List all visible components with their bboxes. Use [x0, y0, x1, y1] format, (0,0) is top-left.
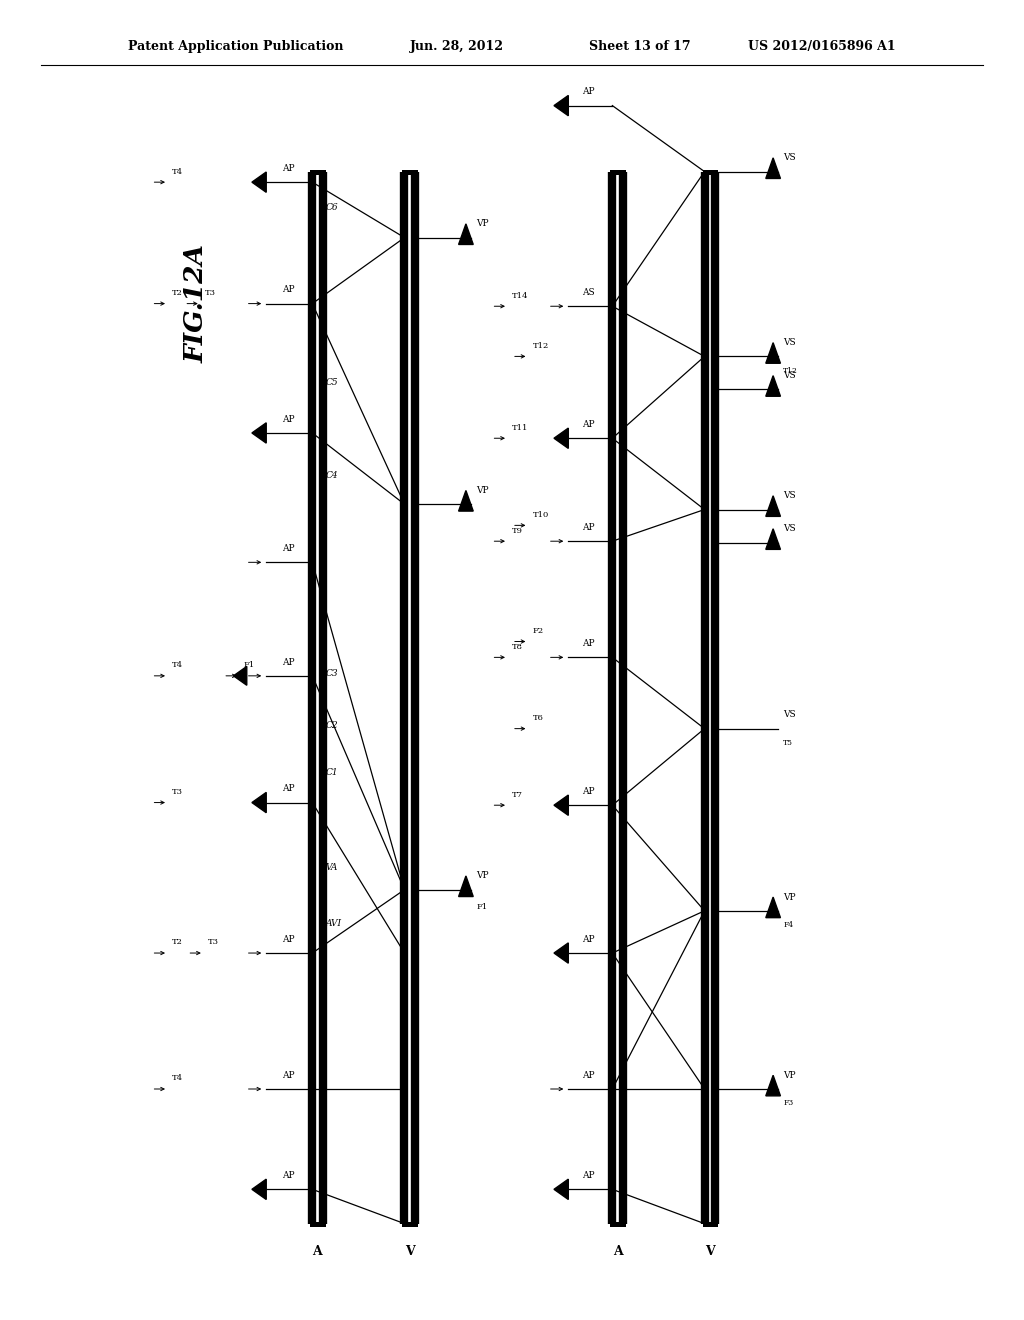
Text: VS: VS — [783, 524, 796, 533]
Polygon shape — [252, 792, 266, 813]
Text: Sheet 13 of 17: Sheet 13 of 17 — [589, 40, 690, 53]
Text: VP: VP — [476, 486, 488, 495]
Polygon shape — [766, 529, 780, 549]
Text: T4: T4 — [172, 661, 183, 669]
Text: T6: T6 — [532, 714, 544, 722]
Text: T12: T12 — [532, 342, 549, 350]
Text: F3: F3 — [783, 1100, 794, 1107]
Text: AP: AP — [582, 787, 594, 796]
Text: T7: T7 — [512, 791, 523, 799]
Text: AP: AP — [582, 935, 594, 944]
Polygon shape — [459, 224, 473, 244]
Text: C6: C6 — [326, 203, 338, 211]
Text: AP: AP — [582, 1071, 594, 1080]
Text: C5: C5 — [326, 379, 338, 387]
Polygon shape — [766, 1076, 780, 1096]
Text: VP: VP — [783, 1071, 796, 1080]
Polygon shape — [459, 491, 473, 511]
Polygon shape — [554, 1179, 568, 1200]
Text: AP: AP — [582, 420, 594, 429]
Text: F1: F1 — [244, 661, 255, 669]
Text: T4: T4 — [172, 168, 183, 176]
Text: T14: T14 — [512, 292, 528, 300]
Polygon shape — [252, 422, 266, 444]
Polygon shape — [252, 172, 266, 193]
Text: V: V — [404, 1245, 415, 1258]
Text: Patent Application Publication: Patent Application Publication — [128, 40, 343, 53]
Text: VS: VS — [783, 710, 796, 719]
Text: AP: AP — [282, 935, 294, 944]
Text: F4: F4 — [783, 921, 794, 929]
Text: AP: AP — [282, 1071, 294, 1080]
Polygon shape — [554, 428, 568, 449]
Polygon shape — [554, 942, 568, 964]
Text: AP: AP — [282, 657, 294, 667]
Text: T2: T2 — [172, 939, 183, 946]
Text: AP: AP — [582, 1171, 594, 1180]
Text: Jun. 28, 2012: Jun. 28, 2012 — [410, 40, 504, 53]
Text: T3: T3 — [208, 939, 219, 946]
Text: AP: AP — [282, 544, 294, 553]
Text: AP: AP — [282, 164, 294, 173]
Polygon shape — [554, 795, 568, 816]
Text: AP: AP — [582, 523, 594, 532]
Text: F2: F2 — [532, 627, 544, 635]
Polygon shape — [766, 376, 780, 396]
Text: T3: T3 — [172, 788, 183, 796]
Text: VS: VS — [783, 371, 796, 380]
Text: AP: AP — [282, 285, 294, 294]
Text: T9: T9 — [512, 527, 523, 535]
Text: C1: C1 — [326, 768, 338, 776]
Text: US 2012/0165896 A1: US 2012/0165896 A1 — [748, 40, 895, 53]
Text: T4: T4 — [172, 1074, 183, 1082]
Text: FIG.12A: FIG.12A — [184, 244, 209, 363]
Text: C2: C2 — [326, 722, 338, 730]
Text: AP: AP — [582, 87, 594, 96]
Text: AP: AP — [282, 784, 294, 793]
Text: T8: T8 — [512, 643, 523, 651]
Polygon shape — [766, 496, 780, 516]
Text: C3: C3 — [326, 669, 338, 677]
Text: V: V — [705, 1245, 715, 1258]
Text: AP: AP — [282, 414, 294, 424]
Text: AP: AP — [582, 639, 594, 648]
Text: T5: T5 — [783, 739, 794, 747]
Text: F1: F1 — [476, 903, 487, 911]
Text: T10: T10 — [532, 511, 549, 519]
Text: VS: VS — [783, 153, 796, 162]
Polygon shape — [766, 343, 780, 363]
Text: AS: AS — [582, 288, 594, 297]
Text: VP: VP — [476, 871, 488, 880]
Text: VS: VS — [783, 338, 796, 347]
Polygon shape — [766, 158, 780, 178]
Text: T3: T3 — [205, 289, 216, 297]
Text: AP: AP — [282, 1171, 294, 1180]
Text: AVI: AVI — [326, 920, 342, 928]
Polygon shape — [459, 876, 473, 896]
Text: A: A — [612, 1245, 623, 1258]
Text: VP: VP — [476, 219, 488, 228]
Polygon shape — [252, 1179, 266, 1200]
Text: C4: C4 — [326, 471, 338, 479]
Text: VS: VS — [783, 491, 796, 500]
Polygon shape — [766, 898, 780, 917]
Text: A: A — [312, 1245, 323, 1258]
Polygon shape — [233, 667, 247, 685]
Text: T11: T11 — [512, 424, 528, 432]
Text: VA: VA — [326, 863, 338, 871]
Polygon shape — [554, 95, 568, 116]
Text: T2: T2 — [172, 289, 183, 297]
Text: VP: VP — [783, 892, 796, 902]
Text: T12: T12 — [783, 367, 799, 375]
